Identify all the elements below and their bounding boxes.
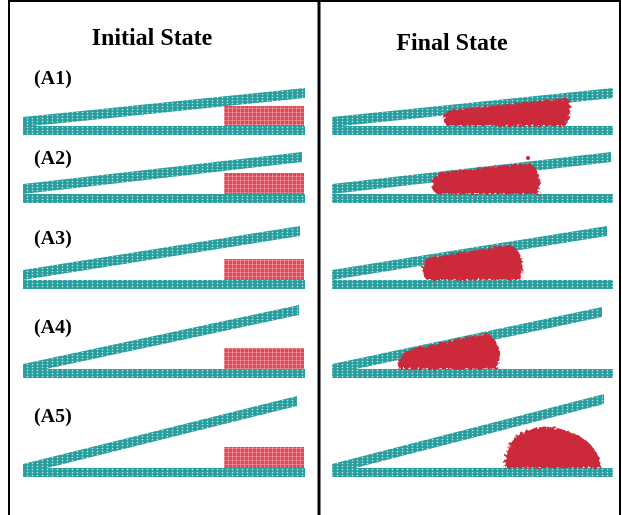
- final-state-title: Final State: [396, 30, 508, 56]
- row-label-a4: (A4): [34, 316, 72, 338]
- fluid-droplet: [504, 427, 601, 468]
- figure-frame: [8, 0, 621, 515]
- final-a1: [332, 88, 613, 135]
- initial-a4: [23, 305, 305, 378]
- bottom-plate: [332, 126, 613, 135]
- bottom-plate: [332, 194, 613, 203]
- fluid-block: [224, 106, 304, 126]
- row-label-a2: (A2): [34, 147, 72, 169]
- final-a4: [332, 307, 613, 378]
- bottom-plate: [23, 126, 305, 135]
- top-plate: [23, 226, 300, 280]
- row-label-a5: (A5): [34, 405, 72, 427]
- initial-a2: [23, 152, 305, 203]
- initial-a3: [23, 226, 305, 289]
- bottom-plate: [332, 280, 613, 289]
- top-plate: [332, 88, 613, 127]
- top-plate: [23, 88, 305, 127]
- top-plate: [23, 305, 299, 374]
- final-a3: [332, 226, 613, 289]
- bottom-plate: [332, 369, 613, 378]
- bottom-plate: [23, 194, 305, 203]
- bottom-plate: [23, 468, 305, 477]
- final-a5: [332, 394, 613, 477]
- top-plate: [23, 152, 302, 194]
- row-label-a3: (A3): [34, 227, 72, 249]
- fluid-block: [224, 348, 304, 369]
- final-a2: [332, 152, 613, 203]
- top-plate: [332, 394, 604, 474]
- initial-a5: [23, 396, 305, 477]
- initial-state-title: Initial State: [92, 25, 213, 51]
- bottom-plate: [332, 468, 613, 477]
- fluid-droplet: [397, 333, 500, 369]
- bottom-plate: [23, 280, 305, 289]
- fluid-particle: [526, 156, 530, 160]
- bottom-plate: [23, 369, 305, 378]
- fluid-block: [224, 259, 304, 280]
- top-plate: [23, 396, 297, 474]
- fluid-droplet: [443, 98, 571, 126]
- fluid-block: [224, 447, 304, 468]
- row-label-a1: (A1): [34, 67, 72, 89]
- fluid-droplet: [431, 163, 541, 194]
- initial-a1: [23, 88, 305, 135]
- fluid-block: [224, 173, 304, 194]
- fluid-droplet: [422, 245, 523, 280]
